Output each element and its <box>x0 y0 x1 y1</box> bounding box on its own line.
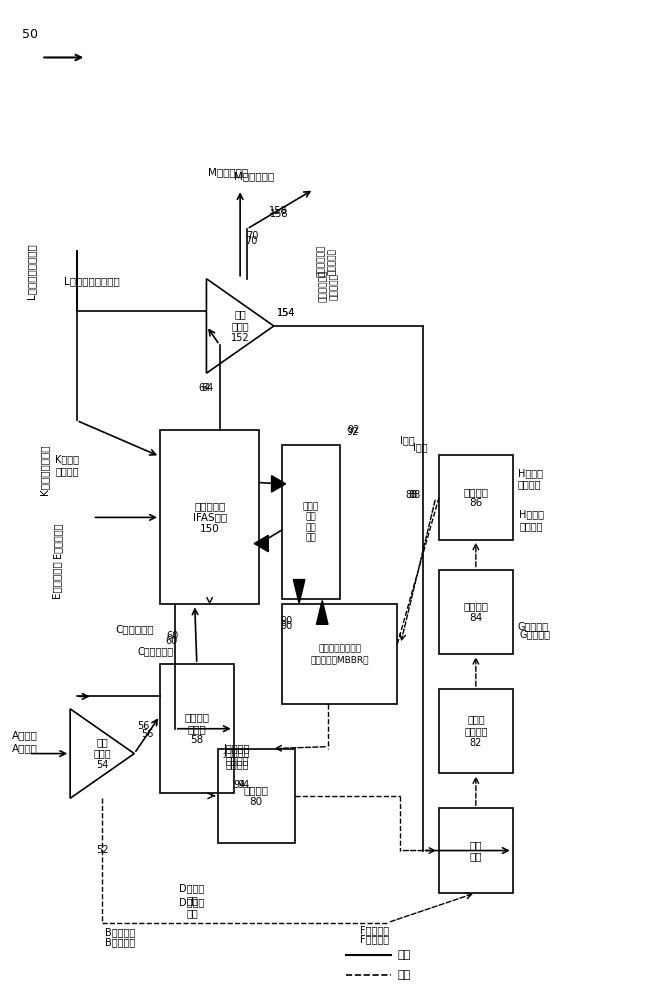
Bar <box>439 570 512 654</box>
Text: F组合污泥: F组合污泥 <box>360 935 389 945</box>
Bar <box>282 445 340 599</box>
Bar <box>160 430 259 604</box>
Text: B初级污泥: B初级污泥 <box>105 938 136 948</box>
Text: I污水: I污水 <box>413 442 428 452</box>
Text: 158: 158 <box>270 209 288 219</box>
Text: K主流反
氨化进水: K主流反 氨化进水 <box>55 454 79 476</box>
Text: 64: 64 <box>202 383 214 393</box>
Text: C初级流出水: C初级流出水 <box>137 646 173 656</box>
Polygon shape <box>316 600 328 624</box>
Text: 50: 50 <box>22 28 38 41</box>
Text: G消化污泥: G消化污泥 <box>519 629 550 639</box>
Text: I污水: I污水 <box>400 435 414 445</box>
Text: 52: 52 <box>96 845 108 855</box>
Bar <box>217 749 294 843</box>
Text: M最终流出水: M最终流出水 <box>208 167 248 177</box>
Text: B初级污泥: B初级污泥 <box>105 928 136 938</box>
Text: C初级流出水: C初级流出水 <box>115 624 153 634</box>
Text: K主流反氨化进水: K主流反氨化进水 <box>39 445 49 495</box>
Text: 90: 90 <box>280 616 292 626</box>
Bar <box>439 808 512 893</box>
Text: H污泥饼
用于处理: H污泥饼 用于处理 <box>519 509 544 531</box>
Text: 测流: 测流 <box>397 970 410 980</box>
Text: 92: 92 <box>346 427 358 437</box>
Text: 154: 154 <box>277 308 296 318</box>
Text: 初级
沉淀池
54: 初级 沉淀池 54 <box>93 737 111 770</box>
Text: 70: 70 <box>245 236 258 246</box>
Text: 158: 158 <box>269 206 287 216</box>
Text: L主流反氨化流出水: L主流反氨化流出水 <box>63 276 120 286</box>
Text: 56: 56 <box>137 721 150 731</box>
Text: 70: 70 <box>247 231 259 241</box>
Text: 88: 88 <box>408 490 421 500</box>
Text: 60: 60 <box>166 631 179 641</box>
Bar <box>160 664 234 793</box>
Text: 生物膜
载体
转移
设备: 生物膜 载体 转移 设备 <box>303 502 319 542</box>
Text: H污泥饼
用于处理: H污泥饼 用于处理 <box>518 468 543 490</box>
Bar <box>282 604 397 704</box>
Text: 154: 154 <box>277 308 296 318</box>
Text: 主流反氨化
IFAS系统
150: 主流反氨化 IFAS系统 150 <box>193 501 226 534</box>
Text: 60: 60 <box>165 636 177 646</box>
Text: J侧流反氨
化流出水: J侧流反氨 化流出水 <box>224 744 250 766</box>
Text: 侧流反氨化生物膜
系统（即，MBBR）: 侧流反氨化生物膜 系统（即，MBBR） <box>311 644 369 664</box>
Text: 污泥增稠
80: 污泥增稠 80 <box>244 785 269 807</box>
Text: 主流: 主流 <box>397 950 410 960</box>
Text: 活性污泥废弃
至保持容器: 活性污泥废弃 至保持容器 <box>319 270 338 302</box>
Text: 64: 64 <box>199 383 211 393</box>
Text: 94: 94 <box>237 780 249 790</box>
Text: 热水解
（可选）
82: 热水解 （可选） 82 <box>464 715 488 748</box>
Polygon shape <box>272 476 286 492</box>
Text: D增稠的
污泥: D增稠的 污泥 <box>179 883 204 905</box>
Text: 生物处理
反应器
58: 生物处理 反应器 58 <box>184 712 210 745</box>
Text: 56: 56 <box>140 729 153 739</box>
Text: D增稠的
污泥: D增稠的 污泥 <box>179 897 204 919</box>
Text: A原污水: A原污水 <box>12 744 38 754</box>
Text: 二级
沉淀池
152: 二级 沉淀池 152 <box>231 309 250 343</box>
Text: G消化污泥: G消化污泥 <box>518 621 549 631</box>
Text: F组合污泥: F组合污泥 <box>360 926 389 936</box>
Text: A原污水: A原污水 <box>12 731 38 741</box>
Text: 污泥脱水
86: 污泥脱水 86 <box>463 487 488 508</box>
Text: 活性污泥废弃
至保持容器: 活性污泥废弃 至保持容器 <box>317 245 336 277</box>
Text: 88: 88 <box>405 490 417 500</box>
Text: 92: 92 <box>347 425 360 435</box>
Text: M最终流出水: M最终流出水 <box>234 171 274 181</box>
Polygon shape <box>254 535 269 552</box>
Text: 保持
容器: 保持 容器 <box>470 840 482 861</box>
Polygon shape <box>293 580 305 603</box>
Text: E二级流出水: E二级流出水 <box>51 561 61 598</box>
Text: 90: 90 <box>281 621 293 631</box>
Bar <box>439 455 512 540</box>
Text: L主流反氨化流出水: L主流反氨化流出水 <box>27 243 37 299</box>
Text: J侧流反氨
化流出水: J侧流反氨 化流出水 <box>224 748 250 769</box>
Text: 厌氧消化
84: 厌氧消化 84 <box>463 601 488 623</box>
Text: 94: 94 <box>234 780 246 790</box>
Text: E二级流出水: E二级流出水 <box>52 522 62 558</box>
Bar <box>439 689 512 773</box>
